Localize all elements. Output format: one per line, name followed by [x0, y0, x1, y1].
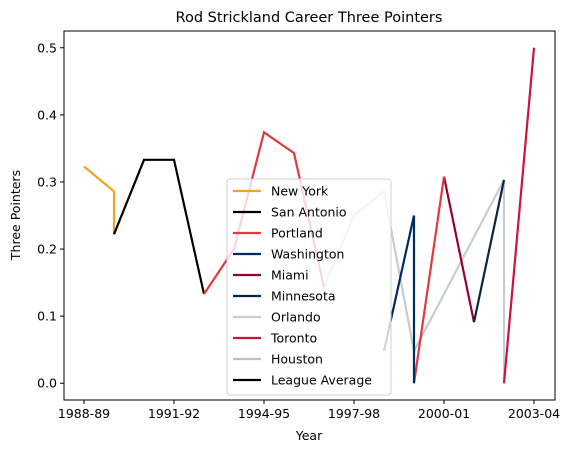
legend-label-miami: Miami	[271, 268, 309, 283]
series-line-new-york	[83, 165, 116, 235]
y-tick-label: 0.0	[37, 376, 57, 391]
y-tick-label: 0.4	[37, 107, 57, 122]
series-line-miami	[442, 176, 476, 323]
x-tick-label: 1988-89	[58, 406, 110, 421]
series-line-toronto	[502, 47, 536, 384]
x-tick-label: 2000-01	[418, 406, 470, 421]
x-axis: 1988-89 1991-92 1994-95 1997-98 2000-01 2003-…	[58, 400, 560, 421]
x-tick-label: 1997-98	[328, 406, 380, 421]
plot-area	[63, 30, 556, 401]
y-tick-label: 0.5	[37, 40, 57, 55]
legend: New York San Antonio Portland Washington Mia…	[226, 178, 392, 396]
legend-label-new-york: New York	[271, 184, 329, 199]
legend-label-league-average: League Average	[271, 373, 372, 388]
legend-box	[226, 178, 392, 396]
series-line-minnesota	[472, 179, 506, 323]
legend-label-minnesota: Minnesota	[271, 289, 336, 304]
series-line-san-antonio	[112, 158, 206, 295]
chart-title: Rod Strickland Career Three Pointers	[176, 10, 443, 26]
y-tick-label: 0.2	[37, 242, 57, 257]
legend-label-toronto: Toronto	[270, 331, 317, 346]
series-line-portland	[412, 176, 446, 384]
y-axis: 0.0 0.1 0.2 0.3 0.4 0.5	[37, 40, 64, 391]
x-tick-label: 1991-92	[148, 406, 200, 421]
x-axis-title: Year	[295, 428, 323, 443]
legend-label-san-antonio: San Antonio	[271, 205, 347, 220]
legend-label-houston: Houston	[271, 352, 323, 367]
y-tick-label: 0.1	[37, 309, 57, 324]
x-tick-label: 1994-95	[238, 406, 290, 421]
legend-label-portland: Portland	[271, 226, 323, 241]
x-tick-label: 2003-04	[508, 406, 560, 421]
legend-label-washington: Washington	[271, 247, 344, 262]
y-tick-label: 0.3	[37, 174, 57, 189]
legend-label-orlando: Orlando	[271, 310, 321, 325]
y-axis-title: Three Pointers	[8, 170, 23, 261]
